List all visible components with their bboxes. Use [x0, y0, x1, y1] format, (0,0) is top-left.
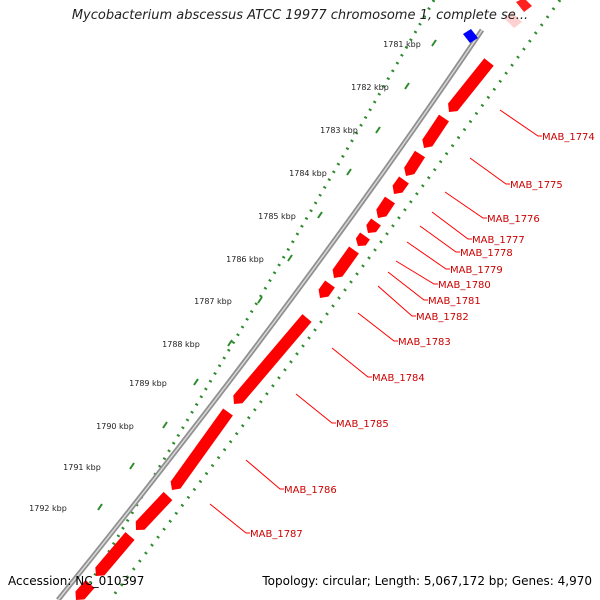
kbp-tick-mark [317, 211, 323, 219]
kbp-tick-label: 1786 kbp [226, 255, 264, 264]
gene-labels: MAB_1774 MAB_1775 MAB_1776 MAB_1777 MAB_1778… [209, 109, 595, 540]
kbp-tick-label: 1785 kbp [258, 212, 296, 221]
gene-label[interactable]: MAB_1780 [438, 280, 491, 291]
gene-leader-line [469, 157, 510, 185]
kbp-tick-mark [346, 168, 352, 176]
gene-leader-line [499, 109, 542, 137]
gene-arrow [332, 246, 359, 278]
gene-arrow [366, 218, 381, 233]
kbp-tick-label: 1781 kbp [383, 40, 421, 49]
kbp-ticks: 1781 kbp 1782 kbp 1783 kbp 1784 kbp 1785 kbp… [29, 39, 437, 513]
gene-label[interactable]: MAB_1781 [428, 296, 481, 307]
kbp-tick-mark [287, 254, 293, 262]
kbp-tick-mark [162, 421, 168, 429]
gene-arrow [170, 408, 233, 490]
gene-leader-line [377, 285, 416, 317]
kbp-tick-mark [193, 378, 199, 386]
topology-text: Topology: circular; Length: 5,067,172 bp… [262, 574, 592, 588]
gene-leader-line [419, 225, 460, 253]
gene-arrow [376, 196, 395, 218]
kbp-tick-label: 1791 kbp [63, 463, 101, 472]
kbp-tick-mark [375, 126, 381, 134]
kbp-tick-label: 1790 kbp [96, 422, 134, 431]
gene-label[interactable]: MAB_1776 [487, 214, 540, 225]
accession-text: Accession: NC_010397 [8, 574, 145, 588]
map-title: Mycobacterium abscessus ATCC 19977 chrom… [71, 8, 529, 23]
pale-feature [516, 0, 532, 12]
gene-arrow [233, 314, 312, 404]
gene-label[interactable]: MAB_1787 [250, 529, 303, 540]
gene-leader-line [387, 271, 428, 301]
kbp-tick-label: 1783 kbp [320, 126, 358, 135]
gene-arrow [404, 150, 426, 176]
kbp-tick-label: 1792 kbp [29, 504, 67, 513]
kbp-tick-mark [129, 462, 135, 470]
gene-leader-line [295, 393, 336, 424]
gene-arrow [318, 280, 335, 298]
pale-feature [504, 12, 522, 28]
backbone-highlight [57, 29, 483, 600]
kbp-tick-label: 1789 kbp [129, 379, 167, 388]
gene-arrow [355, 232, 370, 246]
gene-label[interactable]: MAB_1784 [372, 373, 425, 384]
kbp-tick-label: 1782 kbp [351, 83, 389, 92]
gene-arrow [135, 491, 173, 530]
gene-label[interactable]: MAB_1785 [336, 419, 389, 430]
gene-leader-line [245, 459, 284, 490]
gene-leader-line [209, 503, 250, 534]
gene-arrow [392, 176, 409, 194]
gene-label[interactable]: MAB_1779 [450, 265, 503, 276]
kbp-tick-label: 1784 kbp [289, 169, 327, 178]
kbp-tick-label: 1787 kbp [194, 297, 232, 306]
gene-arrow [95, 532, 135, 576]
gene-arrow [448, 58, 494, 112]
gene-leader-line [431, 211, 472, 240]
gene-arrow [422, 114, 449, 148]
blue-feature [463, 29, 478, 43]
gene-label[interactable]: MAB_1786 [284, 485, 337, 496]
kbp-tick-mark [431, 39, 437, 47]
inner-dotted-track [108, 0, 562, 600]
kbp-tick-mark [257, 296, 263, 304]
gene-label[interactable]: MAB_1782 [416, 312, 469, 323]
gene-leader-line [331, 347, 372, 378]
gene-blocks [75, 58, 494, 600]
gene-label[interactable]: MAB_1783 [398, 337, 451, 348]
gene-label[interactable]: MAB_1777 [472, 235, 525, 246]
kbp-tick-mark [97, 503, 103, 511]
gene-label[interactable]: MAB_1774 [542, 132, 595, 143]
gene-leader-line [395, 260, 438, 285]
gene-leader-line [406, 241, 450, 270]
gene-leader-line [357, 312, 398, 342]
gene-arrow [75, 580, 95, 600]
gene-label[interactable]: MAB_1775 [510, 180, 563, 191]
kbp-tick-mark [227, 339, 233, 347]
kbp-tick-mark [404, 82, 410, 90]
kbp-tick-label: 1788 kbp [162, 340, 200, 349]
gene-leader-line [444, 191, 487, 219]
gene-label[interactable]: MAB_1778 [460, 248, 513, 259]
